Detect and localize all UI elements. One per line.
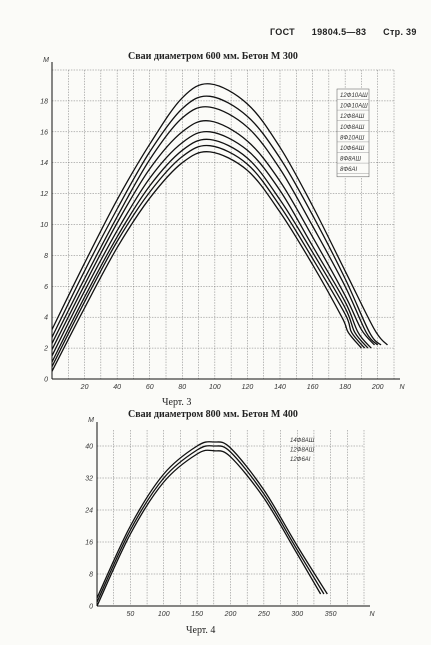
x-tick-label: 160: [307, 384, 319, 391]
legend-entry: 8Ф10АШ: [340, 135, 365, 141]
header-page: Стр. 39: [383, 27, 417, 37]
chart1-caption: Черт. 3: [162, 397, 192, 408]
legend-entry: 8Ф6АI: [340, 167, 357, 173]
x-tick-label: 80: [178, 384, 186, 391]
series-line-4: [51, 120, 375, 350]
x-tick-label: 180: [339, 384, 351, 391]
x-tick-label: 120: [242, 384, 254, 391]
y-tick-label: 10: [40, 222, 48, 229]
x-tick-label: 140: [274, 384, 286, 391]
page-header: ГОСТ 19804.5—83 Стр. 39: [270, 27, 431, 37]
y-tick-label: 18: [40, 98, 48, 105]
legend-entry: 10Ф6АШ: [340, 146, 365, 152]
y-tick-label: 16: [40, 129, 48, 136]
y-tick-label: 0: [44, 377, 48, 384]
legend-entry: 8Ф8АШ: [340, 157, 361, 163]
series-line-5: [51, 130, 372, 357]
y-tick-label: 14: [40, 160, 48, 167]
y-tick-label: 12: [40, 191, 48, 198]
series-line-2: [51, 95, 382, 346]
x-tick-label: 200: [371, 384, 384, 391]
chart1-title: Сваи диаметром 600 мм. Бетон М 300: [128, 51, 298, 62]
y-tick-label: 6: [44, 284, 48, 291]
chart2-caption: Черт. 4: [186, 625, 216, 636]
chart2-title: Сваи диаметром 800 мм. Бетон М 400: [128, 409, 298, 420]
x-tick-label: 20: [80, 384, 89, 391]
series-line-7: [51, 144, 366, 367]
x-tick-label: 60: [146, 384, 154, 391]
header-number: 19804.5—83: [311, 27, 367, 37]
legend-entry: 10Ф8АШ: [340, 125, 365, 131]
legend-entry: 10Ф10АШ: [340, 104, 368, 110]
header-org: ГОСТ: [270, 27, 295, 37]
series-line-3: [51, 106, 379, 346]
series-line-1: [51, 83, 388, 346]
y-tick-label: 4: [44, 315, 48, 322]
series-line-6: [51, 138, 369, 363]
x-axis-label: N: [399, 384, 405, 391]
x-tick-label: 100: [209, 384, 221, 391]
x-tick-label: 40: [113, 384, 121, 391]
y-tick-label: 2: [43, 346, 48, 353]
legend-box: [336, 88, 370, 178]
series-line-8: [51, 151, 362, 372]
legend-entry: 12Ф8АШ: [340, 114, 365, 120]
y-tick-label: 8: [44, 253, 48, 260]
y-axis-label: M: [43, 57, 49, 64]
legend-entry: 12Ф10АШ: [340, 93, 368, 99]
